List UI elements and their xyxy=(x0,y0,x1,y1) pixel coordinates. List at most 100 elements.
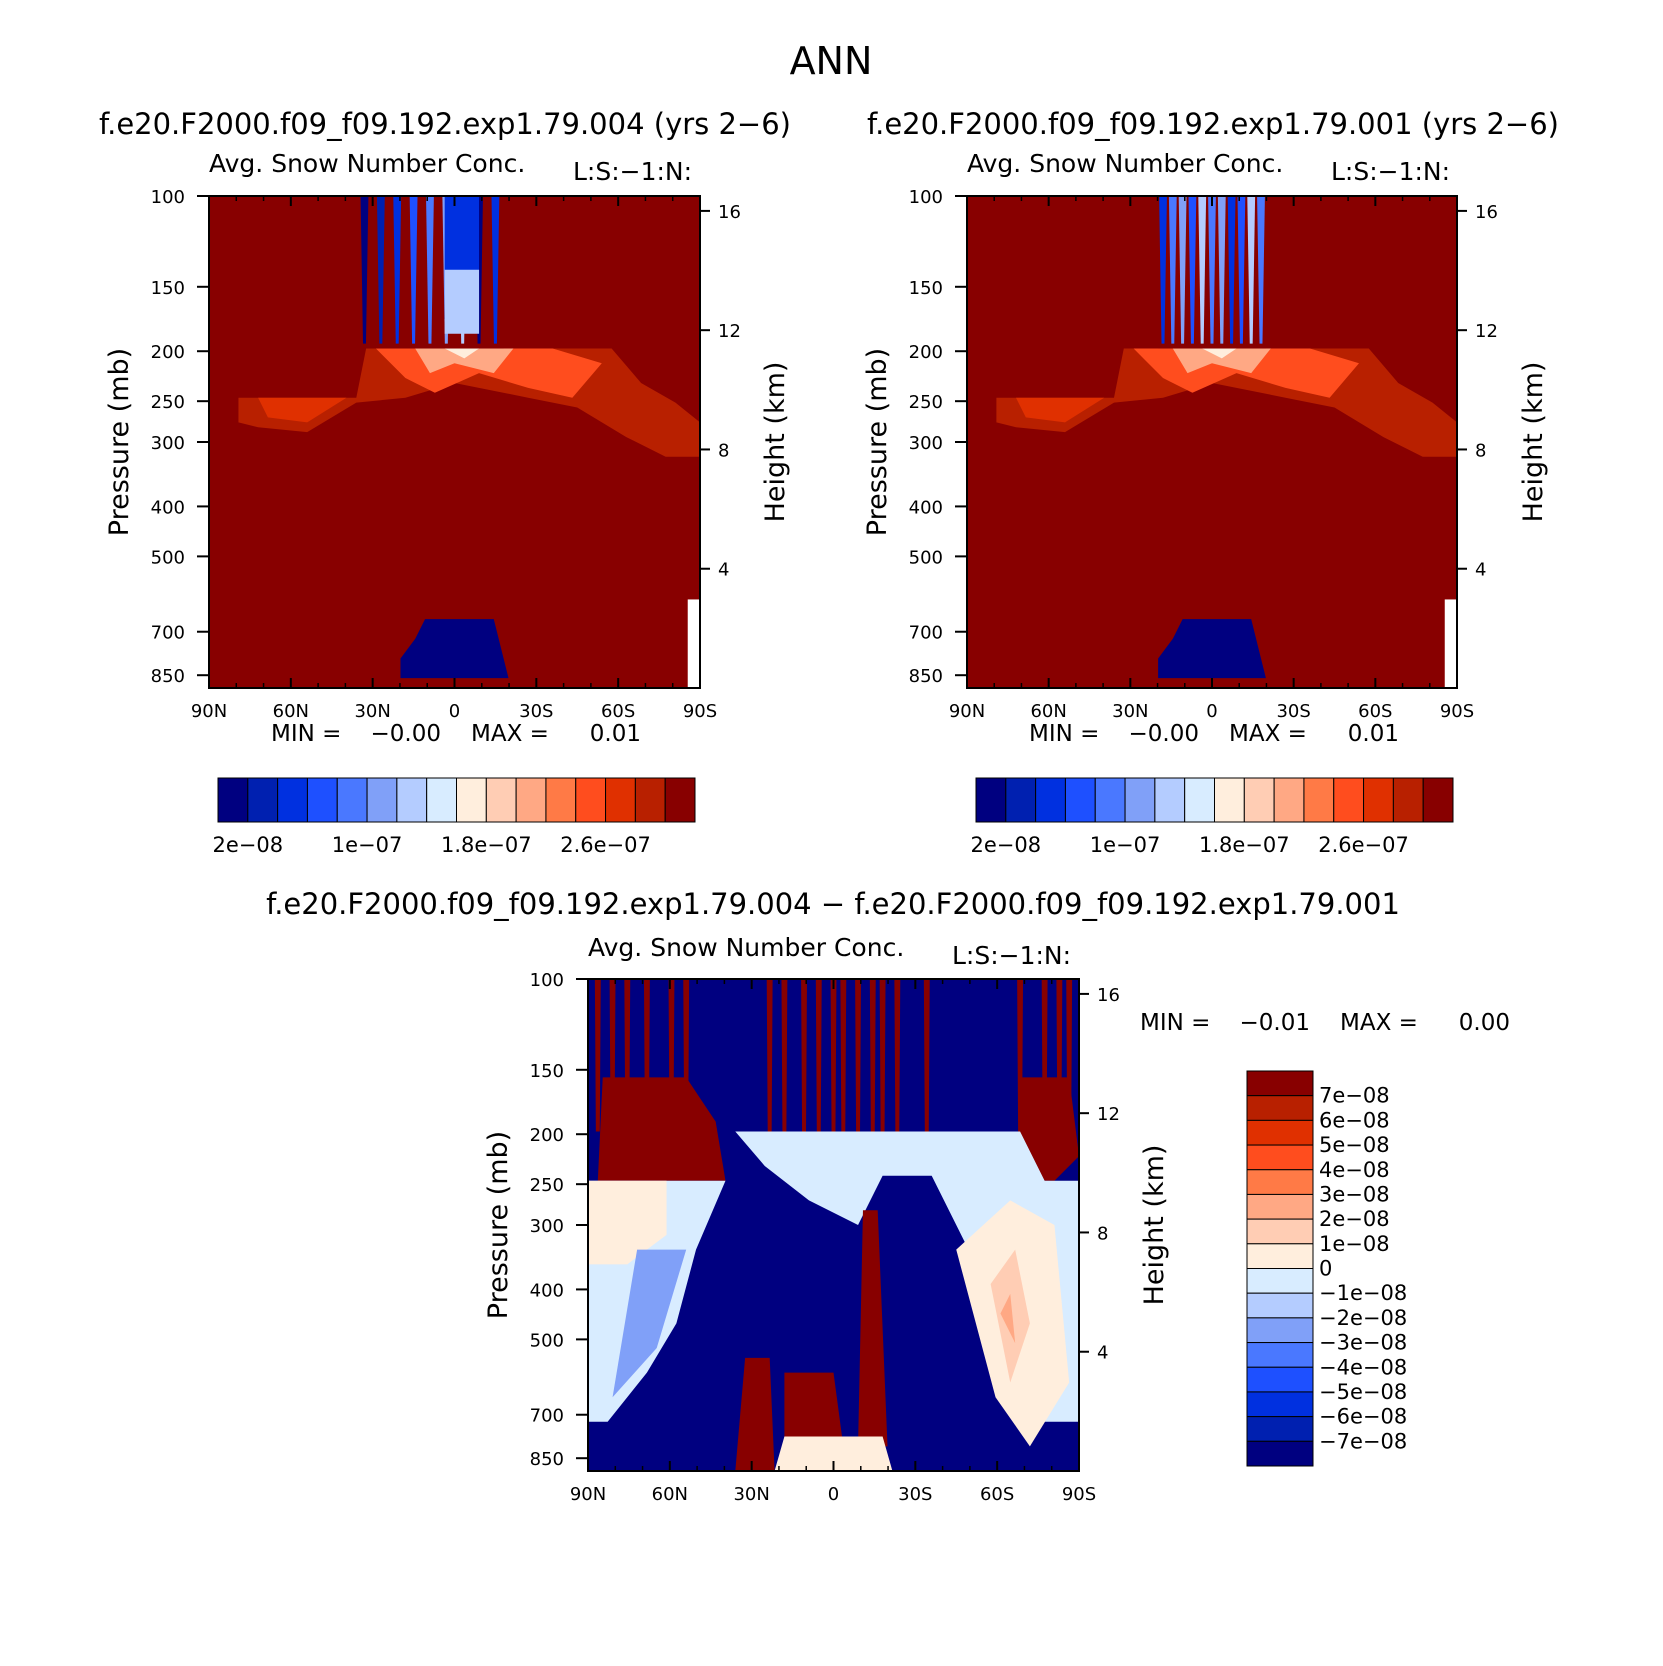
y-tick-label: 100 xyxy=(151,187,185,208)
y2-tick-label: 8 xyxy=(718,440,729,461)
contour-fill-stripe xyxy=(781,979,788,1132)
y-tick-label: 400 xyxy=(530,1280,564,1301)
colorbar: 2e−08 1e−07 1.8e−07 2.6e−07 xyxy=(971,777,1454,857)
y2-axis-label: Height (km) xyxy=(1518,362,1549,523)
contour-fill-stripe xyxy=(426,196,434,344)
colorbar-label: −1e−08 xyxy=(1319,1281,1407,1305)
colorbar-label: 1e−07 xyxy=(332,833,403,857)
colorbar-swatch xyxy=(217,777,249,823)
colorbar-swatch xyxy=(1246,1169,1314,1195)
colorbar-swatch xyxy=(426,777,457,823)
y-tick-label: 200 xyxy=(151,342,185,363)
y2-tick-label: 12 xyxy=(1475,321,1498,342)
colorbar-swatch xyxy=(1246,1366,1314,1393)
y-tick-label: 500 xyxy=(530,1330,564,1351)
contour-fill-lower-red xyxy=(784,1372,844,1447)
max-label: MAX = xyxy=(1340,1010,1418,1036)
y-tick-label: 300 xyxy=(530,1216,564,1237)
contour-fill-tropopause-peak xyxy=(1172,348,1271,374)
colorbar-swatch xyxy=(975,777,1007,823)
contour-fill-stripe xyxy=(855,979,861,1132)
colorbar-swatch xyxy=(1246,1342,1314,1368)
units-label: L:S:−1:N: xyxy=(573,157,692,186)
x-tick-label: 60S xyxy=(980,1484,1014,1505)
contour-fill-stripe xyxy=(1247,196,1256,344)
min-value: −0.00 xyxy=(371,721,441,747)
contour-fill-stripe xyxy=(1217,196,1226,344)
colorbar-swatch xyxy=(1303,777,1335,823)
y-tick-label: 200 xyxy=(909,342,943,363)
colorbar-swatch xyxy=(575,777,607,823)
colorbar-label: −6e−08 xyxy=(1319,1405,1407,1429)
x-tick-label: 90N xyxy=(191,701,227,722)
colorbar-swatch xyxy=(1246,1317,1314,1344)
y-tick-label: 850 xyxy=(151,666,185,687)
case-title: f.e20.F2000.f09_f09.192.exp1.79.004 − f.… xyxy=(266,887,1400,921)
contour-fill-north-cream xyxy=(588,1180,667,1265)
x-tick-label: 60N xyxy=(273,701,309,722)
colorbar-label: −2e−08 xyxy=(1319,1306,1407,1330)
colorbar-swatch xyxy=(247,777,279,823)
y-axis-label: Pressure (mb) xyxy=(483,1131,514,1319)
y-tick-label: 150 xyxy=(530,1061,564,1082)
y2-axis-label: Height (km) xyxy=(1139,1145,1170,1306)
colorbar-label: −5e−08 xyxy=(1319,1380,1407,1404)
y-tick-label: 700 xyxy=(151,623,185,644)
min-max-stats: MIN = −0.00 MAX = 0.01 xyxy=(271,721,641,747)
contour-fill-stripe xyxy=(1168,196,1177,344)
colorbar-label: 1.8e−07 xyxy=(1199,833,1290,857)
colorbar: 7e−086e−085e−084e−083e−082e−081e−080−1e−… xyxy=(1246,1070,1407,1467)
min-max-stats: MIN = −0.00 MAX = 0.01 xyxy=(1029,721,1399,747)
case-title: f.e20.F2000.f09_f09.192.exp1.79.004 (yrs… xyxy=(99,107,791,141)
contour-fill-lower-cream xyxy=(774,1436,893,1471)
colorbar-swatch xyxy=(1422,777,1454,823)
x-tick-label: 60S xyxy=(601,701,635,722)
colorbar-swatch xyxy=(1005,777,1037,823)
contour-field xyxy=(588,979,1079,1471)
y2-tick-label: 12 xyxy=(718,321,741,342)
x-tick-label: 60N xyxy=(1030,701,1066,722)
x-tick-label: 60S xyxy=(1358,701,1392,722)
min-value: −0.00 xyxy=(1129,721,1199,747)
contour-fill-stripe xyxy=(1178,196,1187,344)
panel-top-right: f.e20.F2000.f09_f09.192.exp1.79.001 (yrs… xyxy=(862,107,1559,857)
contour-fill-stripe xyxy=(376,196,385,344)
x-tick-label: 0 xyxy=(449,701,460,722)
colorbar-swatch xyxy=(545,777,577,823)
contour-fill-stripe xyxy=(409,196,418,344)
max-label: MAX = xyxy=(1229,721,1307,747)
contour-fill-light-band xyxy=(735,1131,1079,1422)
max-value: 0.01 xyxy=(590,721,641,747)
x-tick-label: 60N xyxy=(652,1484,688,1505)
y-tick-label: 100 xyxy=(909,187,943,208)
colorbar-swatch xyxy=(664,777,696,823)
colorbar-label: 7e−08 xyxy=(1319,1084,1390,1108)
y-tick-label: 850 xyxy=(530,1449,564,1470)
y2-tick-label: 8 xyxy=(1097,1223,1108,1244)
min-label: MIN = xyxy=(271,721,341,747)
colorbar-swatch xyxy=(1035,777,1066,823)
y-axis-label: Pressure (mb) xyxy=(104,348,135,536)
contour-fill-tropopause-max xyxy=(444,348,480,359)
contour-fill-stripe xyxy=(894,979,901,1132)
colorbar-swatch xyxy=(634,777,666,823)
min-label: MIN = xyxy=(1029,721,1099,747)
colorbar-swatch xyxy=(1246,1243,1314,1269)
colorbar-swatch xyxy=(1246,1095,1314,1121)
contour-fill-stripe xyxy=(360,196,369,344)
contour-fill-stripe xyxy=(1257,196,1265,344)
max-value: 0.00 xyxy=(1459,1010,1510,1036)
y-tick-label: 400 xyxy=(909,497,943,518)
x-tick-label: 90S xyxy=(1440,701,1474,722)
x-tick-label: 30S xyxy=(519,701,553,722)
contour-fill-stripe xyxy=(766,979,773,1132)
y-tick-label: 500 xyxy=(151,547,185,568)
colorbar-swatch xyxy=(336,777,368,823)
colorbar-swatch xyxy=(1124,777,1156,823)
colorbar-swatch xyxy=(1246,1440,1314,1467)
x-tick-label: 30N xyxy=(354,701,390,722)
colorbar-swatch xyxy=(1333,777,1365,823)
x-tick-label: 0 xyxy=(828,1484,839,1505)
colorbar: 2e−08 1e−07 1.8e−07 2.6e−07 xyxy=(213,777,696,857)
colorbar-label: 3e−08 xyxy=(1319,1182,1390,1206)
